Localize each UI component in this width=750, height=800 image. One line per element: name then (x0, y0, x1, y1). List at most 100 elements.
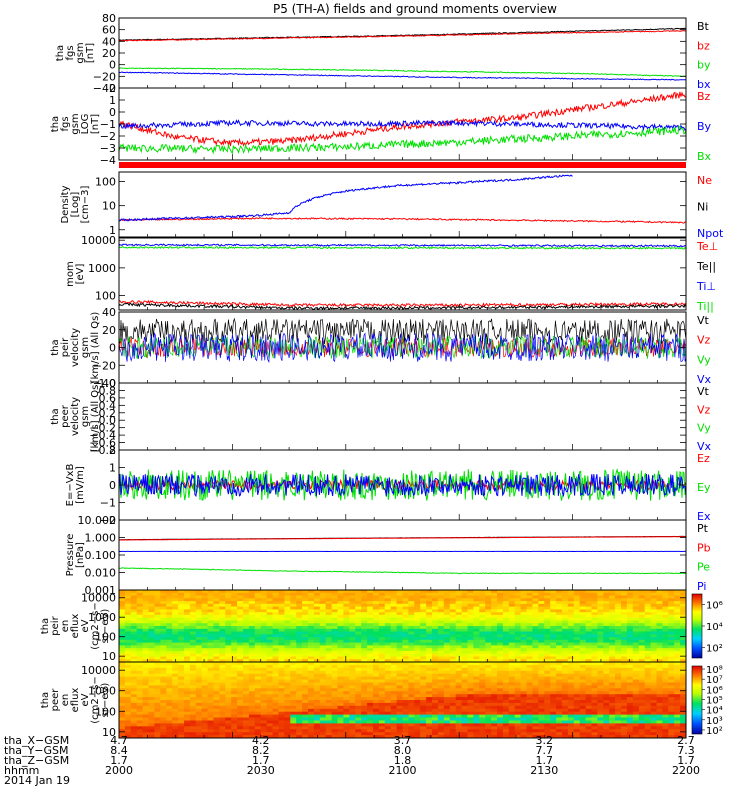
legend-Ey: Ey (697, 481, 711, 494)
colorbar-tick-label: 10⁶ (706, 685, 723, 696)
colorbar-tick-label: 10⁷ (706, 675, 723, 686)
legend-Vz: Vz (697, 334, 711, 347)
y-axis-label: en (60, 694, 71, 707)
series-Npot-line (119, 174, 573, 222)
y-tick-label: −40 (93, 82, 116, 95)
x-axis-date: 2014 Jan 19 (4, 774, 70, 787)
y-axis-label: [Log] (70, 192, 81, 218)
y-axis-label: tha (40, 618, 51, 634)
y-axis-label: tha (55, 45, 66, 61)
y-tick-label: −20 (93, 359, 116, 372)
y-tick-label: 1000 (88, 685, 116, 698)
y-tick-label: 0.2 (99, 407, 117, 420)
y-axis-label: gsm (80, 406, 91, 427)
series-Ti||-line (119, 245, 686, 250)
y-axis-label: eV (80, 693, 91, 706)
y-tick-label: −0.8 (89, 444, 116, 457)
y-tick-label: 1 (109, 224, 116, 237)
y-axis-label: velocity (70, 328, 81, 367)
colorbar-tick-label: 10² (706, 726, 723, 737)
series-Ex-line (119, 473, 686, 498)
y-tick-label: 60 (102, 24, 116, 37)
y-axis-label: (cm2−s− (90, 602, 101, 649)
y-axis-label: (cm2−s− (90, 676, 101, 723)
x-axis-value: 2030 (247, 764, 275, 777)
legend-Pi: Pi (697, 580, 706, 593)
y-tick-label: 10000 (81, 234, 116, 247)
legend-Vy: Vy (697, 422, 711, 435)
red-separator-bar (119, 162, 686, 168)
y-tick-label: 1000 (88, 611, 116, 624)
y-tick-label: 2 (109, 82, 116, 95)
y-axis-label: sr−eV) (100, 683, 111, 718)
y-axis-label: Pressure (65, 534, 76, 577)
y-axis-label: gsm (80, 337, 91, 358)
x-axis-value: 1.7 (677, 754, 695, 767)
y-axis-label: gsm (70, 113, 81, 134)
y-tick-label: 0.8 (99, 384, 117, 397)
series-bz-line (119, 30, 686, 42)
x-axis-value: 1.8 (394, 754, 412, 767)
panel-frame (118, 17, 687, 89)
y-axis-label: tha (50, 339, 61, 355)
x-axis-value: 3.2 (536, 734, 554, 747)
y-tick-label: 0.6 (99, 392, 117, 405)
legend-by: by (697, 59, 711, 72)
panel-9: 10⁶ 10⁴ 10² 10000 1000 100 10 tha peir en eflux eV(… (40, 589, 723, 663)
y-tick-label: 1 (109, 462, 116, 475)
legend-Bx: Bx (697, 150, 712, 163)
x-axis-value: 2100 (389, 764, 417, 777)
y-tick-label: 100 (95, 176, 116, 189)
legend-Te⊥: Te⊥ (696, 240, 718, 253)
panel-frame (118, 519, 687, 591)
colorbar-tick-label: 10² (706, 643, 723, 654)
x-axis-value: 2200 (672, 764, 700, 777)
y-tick-label: 1 (109, 94, 116, 107)
y-tick-label: 10000 (81, 664, 116, 677)
series-group (119, 243, 686, 310)
y-axis-label: fgs (65, 45, 76, 60)
x-axis-value: 1.7 (110, 754, 128, 767)
y-tick-label: 0.0 (99, 414, 117, 427)
legend-By: By (697, 120, 712, 133)
y-axis-label: fgs (60, 116, 71, 131)
legend-Vt: Vt (697, 314, 710, 327)
x-axis-value: 7.3 (677, 744, 695, 757)
y-axis-label: sr−eV) (100, 609, 111, 644)
x-axis-row-label: tha_Y−GSM (4, 744, 68, 757)
x-axis-value: 1.7 (252, 754, 270, 767)
y-tick-label: 10.000 (78, 514, 117, 527)
panel-5: Vt Vz Vy Vx 40 20 0 −20 −40 tha peir velocity gsm [km… (50, 306, 712, 390)
colorbar-tick-label: 10⁴ (706, 706, 723, 717)
x-axis-row-label: tha_X−GSM (4, 734, 69, 747)
x-axis-row-label: tha_Z−GSM (4, 754, 69, 767)
y-axis-label: tha (40, 692, 51, 708)
legend-Vy: Vy (697, 353, 711, 366)
y-tick-label: 0 (109, 106, 116, 119)
y-axis-label: [nPa] (75, 542, 86, 568)
y-tick-label: −2 (100, 130, 116, 143)
y-axis-label: [eV] (75, 264, 86, 285)
y-tick-label: 0 (109, 342, 116, 355)
y-tick-label: −0.4 (89, 429, 116, 442)
legend-Vz: Vz (697, 403, 711, 416)
y-tick-label: −40 (93, 377, 116, 390)
y-axis-label: [km/s] (All Qs) (90, 312, 101, 384)
y-tick-label: 20 (102, 47, 116, 60)
panel-frame (118, 382, 687, 451)
y-tick-label: −1 (100, 497, 116, 510)
x-axis-value: 2000 (105, 764, 133, 777)
y-axis-label: peer (60, 404, 71, 428)
y-axis-label: tha (50, 408, 61, 424)
y-tick-label: 20 (102, 324, 116, 337)
series-Ez-line (119, 478, 686, 492)
colorbar-tick-label: 10⁸ (706, 665, 723, 676)
y-axis-label: [nT] (90, 114, 101, 134)
y-tick-label: 2 (109, 444, 116, 457)
panel-frame (118, 171, 687, 238)
y-axis-label: velocity (70, 397, 81, 436)
y-tick-label: 10 (102, 650, 116, 663)
